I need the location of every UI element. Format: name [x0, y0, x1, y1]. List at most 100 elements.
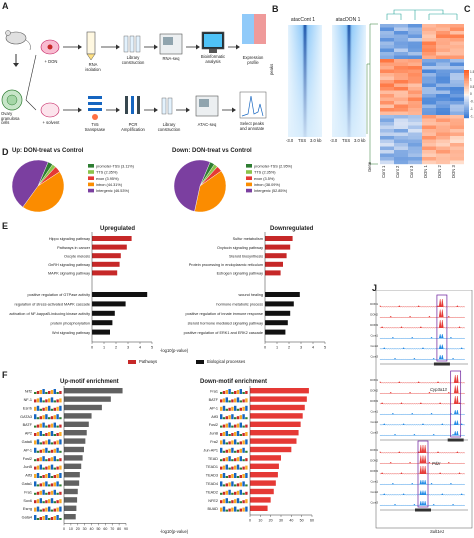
motif-logo-letter	[236, 490, 240, 495]
track-label: Cont2	[371, 344, 379, 348]
panelB-xtick-2c: 3.0 kb	[354, 138, 366, 143]
sequencer2-icon	[195, 95, 219, 117]
heatmap-cell	[450, 122, 464, 126]
motif-logo-letter	[236, 498, 240, 504]
label-library2: Library construction	[157, 122, 181, 132]
tick-label: 60	[103, 527, 107, 531]
heatmap-cell	[408, 118, 422, 123]
legend-swatch	[88, 170, 94, 174]
motif-logo-letter	[245, 424, 248, 428]
motif-name: BATF	[209, 398, 219, 402]
tick-label: 5	[324, 346, 326, 350]
panel-d-pies: promoter-TSS (3.11%) TTS (2.35%) exon (3.9…	[11, 159, 293, 213]
motif-logo-letter	[225, 464, 228, 470]
motif-logo-letter	[53, 434, 56, 436]
motif-logo-letter	[220, 399, 223, 403]
heatmap-cell	[380, 45, 394, 49]
heatmap-cell	[380, 73, 394, 77]
motif-logo-letter	[36, 465, 40, 470]
motif-logo-letter	[42, 456, 45, 462]
heatmap-cell	[450, 48, 464, 53]
track-label: Cont3	[371, 501, 379, 505]
motif-logo-letter	[236, 408, 240, 411]
heatmap-thumb-icon	[242, 14, 266, 44]
legend-entry: intron (38.09%)	[254, 183, 281, 187]
motif-logo-letter	[225, 397, 228, 403]
motif-logo-letter	[36, 473, 40, 478]
color-scale-step	[464, 71, 469, 74]
heatmap-cell	[422, 150, 436, 154]
motif-logo-letter	[56, 459, 59, 462]
motif-logo-letter	[220, 425, 223, 428]
panelF-xlabel: -log10(p-value)	[160, 529, 189, 534]
heatmap-cell	[436, 94, 450, 98]
motif-logo-letter	[53, 448, 56, 453]
motif-logo-letter	[45, 447, 48, 453]
motif-logo-letter	[34, 414, 37, 420]
bar-process	[265, 320, 288, 326]
color-scale-step	[464, 90, 469, 93]
heatmap-cell	[436, 97, 450, 102]
motif-bar	[64, 480, 80, 486]
signal-track	[379, 465, 465, 475]
motif-bar	[64, 505, 77, 511]
motif-logo-letter	[48, 473, 51, 478]
motif-name: TEAD3	[206, 474, 218, 478]
heatmap-cell	[408, 97, 422, 102]
motif-logo-letter	[225, 509, 228, 512]
motif-logo-letter	[234, 465, 237, 470]
motif-logo-letter	[242, 507, 245, 512]
bar-label: hormone metabolic process	[216, 303, 263, 307]
tick-label: 90	[124, 527, 128, 531]
heatmap-cell	[408, 24, 422, 28]
motif-logo-letter	[59, 458, 62, 462]
heatmap-cell	[436, 90, 450, 95]
motif-bar	[250, 497, 271, 503]
tick-label: 5	[151, 346, 153, 350]
motif-name: AP-1	[24, 448, 32, 452]
heatmap-cell	[436, 38, 450, 42]
track-label: Cont3	[371, 431, 379, 435]
motif-logo-letter	[42, 501, 45, 504]
heatmap-cell	[380, 94, 394, 98]
motif-logo-letter	[42, 482, 45, 487]
motif-logo-letter	[59, 417, 62, 420]
motif-logo-letter	[42, 475, 45, 478]
motif-logo-letter	[245, 506, 248, 512]
heatmap-cell	[380, 76, 394, 81]
motif-logo-letter	[228, 441, 231, 445]
motif-logo-letter	[225, 457, 228, 462]
scale-tick: -0.5	[470, 100, 474, 104]
motif-logo-letter	[225, 431, 228, 436]
motif-logo-letter	[39, 464, 42, 470]
heatmap-cell	[380, 122, 394, 126]
motif-bar	[250, 480, 276, 486]
legend-entry: TTS (2.35%)	[96, 171, 118, 175]
motif-logo-letter	[53, 501, 56, 504]
motif-logo-letter	[36, 398, 40, 403]
motif-logo-letter	[50, 390, 54, 394]
heatmap-cell	[450, 87, 464, 91]
motif-logo-letter	[245, 458, 248, 462]
legend-swatch	[246, 164, 252, 168]
heatmap-cell	[450, 146, 464, 151]
bar-label: MAPK signaling pathway	[48, 272, 90, 276]
heatmap-cell	[422, 122, 436, 126]
motif-logo-letter	[34, 474, 37, 478]
motif-logo-letter	[245, 450, 248, 453]
motif-bar	[64, 463, 82, 469]
motif-logo-letter	[50, 423, 54, 428]
tick-label: 40	[289, 519, 293, 523]
label-don: + DON	[44, 59, 58, 64]
motif-logo-letter	[48, 450, 51, 453]
heatmap-cell	[408, 69, 422, 74]
motif-logo-letter	[39, 449, 42, 453]
color-scale-step	[464, 81, 469, 83]
motif-logo-letter	[48, 391, 51, 394]
bar-label: GnRH signaling pathway	[48, 263, 90, 267]
heatmap-cell	[380, 136, 394, 140]
heatmap-cell	[408, 59, 422, 63]
motif-logo-letter	[245, 484, 248, 487]
bar-label: positive regulation of innate immune res…	[186, 312, 263, 316]
pie-slice	[173, 159, 211, 212]
